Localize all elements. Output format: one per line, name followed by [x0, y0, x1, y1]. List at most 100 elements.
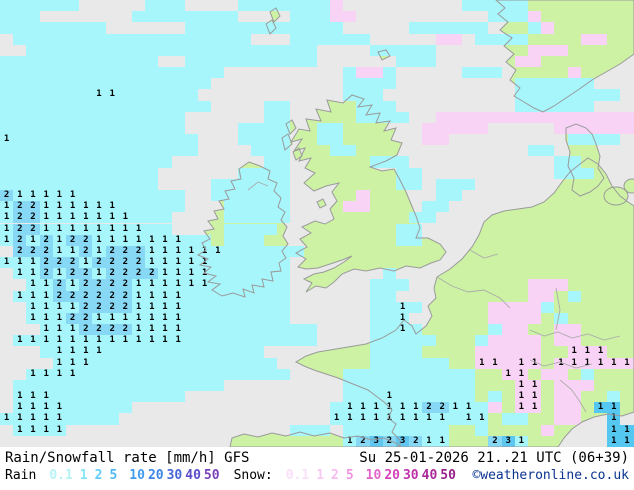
precip-cell: [567, 335, 581, 347]
precip-cell: 1: [620, 435, 634, 447]
precip-cell: [567, 100, 581, 112]
precip-cell: [237, 122, 251, 135]
precip-cell: [580, 368, 594, 380]
precip-cell: [118, 346, 132, 358]
precip-cell: [145, 134, 159, 146]
precip-cell: [92, 122, 106, 135]
precip-cell: [382, 368, 396, 380]
precip-cell: 2: [105, 324, 119, 336]
precip-cell: [264, 324, 278, 336]
precip-cell: [250, 335, 264, 347]
precip-cell: [369, 279, 383, 291]
precip-cell: [422, 379, 436, 392]
precip-cell: [26, 89, 40, 101]
precip-cell: [39, 111, 53, 123]
precip-cell: [39, 44, 53, 56]
precip-cell: [290, 55, 304, 68]
precip-cell: [250, 55, 264, 68]
precip-cell: [369, 346, 383, 358]
precip-cell: 1: [79, 335, 93, 347]
precip-cell: [105, 100, 119, 112]
precip-cell: [79, 100, 93, 112]
precip-cell: [198, 324, 212, 336]
precip-cell: [52, 55, 66, 68]
precip-cell: [250, 201, 264, 213]
precip-cell: [105, 67, 119, 79]
precip-cell: 1: [567, 346, 581, 358]
precip-cell: [264, 368, 278, 380]
precip-cell: 1: [198, 279, 212, 291]
precip-cell: [211, 178, 225, 190]
precip-cell: [554, 368, 568, 380]
map-title: Rain/Snowfall rate [mm/h] GFS: [5, 450, 250, 466]
precip-cell: [501, 324, 515, 336]
precip-cell: [118, 156, 132, 168]
precip-cell: [224, 44, 238, 56]
precip-cell: [184, 33, 198, 45]
precip-cell: [567, 134, 581, 146]
precip-cell: [462, 122, 476, 135]
precip-cell: [620, 111, 634, 123]
precip-cell: [39, 100, 53, 112]
precip-cell: 1: [39, 391, 53, 403]
precip-cell: 1: [528, 391, 542, 403]
precip-cell: 1: [66, 223, 80, 235]
precip-cell: [198, 78, 212, 90]
precip-cell: [132, 44, 146, 56]
precip-cell: [475, 67, 489, 79]
precip-cell: 2: [66, 257, 80, 269]
precip-cell: 1: [105, 234, 119, 246]
precip-cell: [580, 379, 594, 392]
precip-cell: [132, 201, 146, 213]
precip-cell: [66, 167, 80, 179]
precip-cell: [330, 11, 344, 23]
precip-cell: 1: [66, 189, 80, 202]
precip-cell: [184, 357, 198, 369]
precip-cell: [488, 301, 502, 313]
precip-cell: [475, 346, 489, 358]
precip-cell: [66, 89, 80, 101]
precip-cell: 1: [66, 346, 80, 358]
precip-cell: [198, 33, 212, 45]
precip-cell: [475, 122, 489, 135]
precip-cell: [145, 357, 159, 369]
precip-cell: [435, 189, 449, 202]
precip-cell: [105, 33, 119, 45]
precip-cell: [250, 324, 264, 336]
precip-cell: 2: [66, 290, 80, 302]
precip-cell: [52, 379, 66, 392]
precip-cell: [264, 44, 278, 56]
precip-cell: [118, 178, 132, 190]
precip-cell: [52, 33, 66, 45]
precip-cell: [92, 178, 106, 190]
precip-cell: [26, 100, 40, 112]
precip-cell: 2: [39, 268, 53, 280]
precip-cell: [264, 312, 278, 325]
precip-cell: [39, 134, 53, 146]
precip-cell: [567, 379, 581, 392]
legend-snow-value: 10: [365, 468, 382, 483]
precip-cell: 3: [501, 435, 515, 447]
precip-cell: [13, 167, 27, 179]
precip-cell: 1: [26, 368, 40, 380]
precip-cell: [237, 335, 251, 347]
precip-cell: 2: [79, 312, 93, 325]
precip-cell: 1: [0, 234, 14, 246]
precip-cell: [462, 0, 476, 12]
precip-cell: [198, 55, 212, 68]
precip-cell: [567, 122, 581, 135]
precip-cell: 1: [39, 324, 53, 336]
precip-cell: 1: [132, 335, 146, 347]
precip-cell: [224, 324, 238, 336]
precip-cell: [303, 33, 317, 45]
precip-cell: 1: [92, 212, 106, 224]
precip-cell: 2: [39, 257, 53, 269]
precip-cell: [356, 67, 370, 79]
precip-cell: [343, 379, 357, 392]
precip-cell: 1: [92, 312, 106, 325]
precip-cell: [79, 22, 93, 34]
precip-cell: [118, 167, 132, 179]
precip-cell: [211, 11, 225, 23]
precip-cell: 1: [158, 245, 172, 258]
precip-cell: [92, 368, 106, 380]
